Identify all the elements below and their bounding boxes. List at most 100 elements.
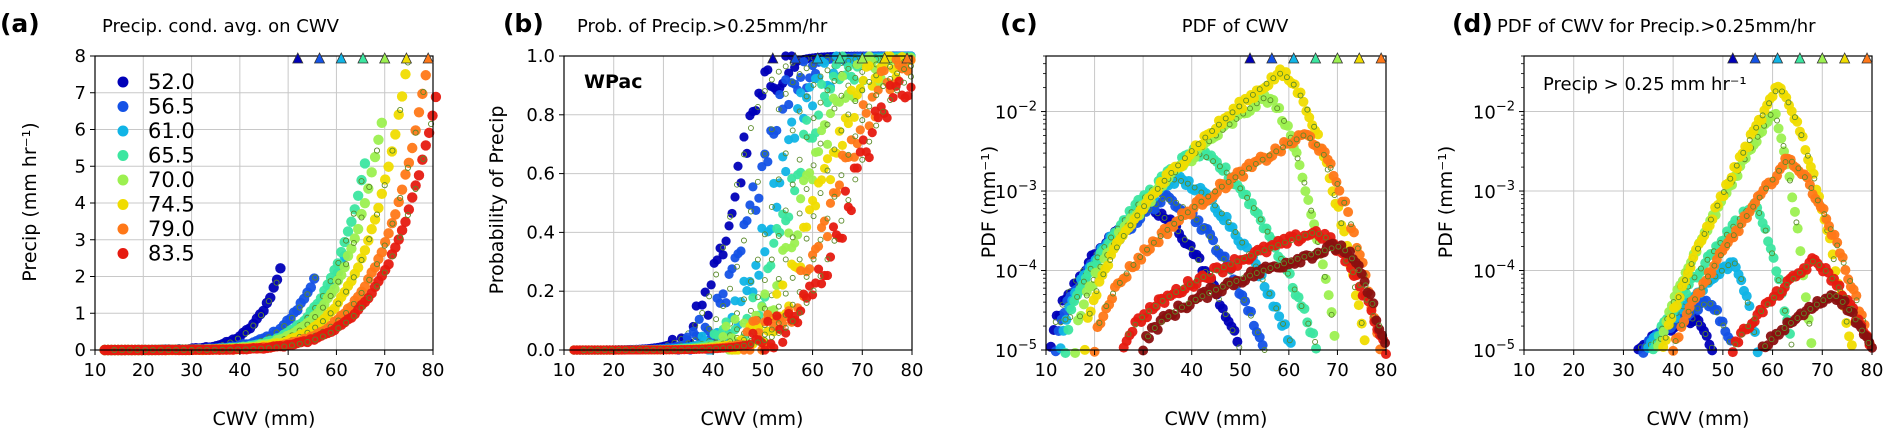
data-point-open xyxy=(741,151,747,158)
data-point-open xyxy=(768,334,775,340)
panel-c-letter: (c) xyxy=(1000,9,1038,38)
cwv-marker-triangle xyxy=(1266,52,1278,64)
data-point-open xyxy=(692,346,699,353)
data-point xyxy=(423,127,435,139)
data-point-open xyxy=(1236,103,1243,110)
data-point-open xyxy=(1733,162,1740,169)
panel-b-grid xyxy=(563,55,913,351)
data-point-open xyxy=(1257,216,1264,223)
data-point-open xyxy=(1256,86,1263,93)
data-point xyxy=(1851,290,1862,301)
data-point xyxy=(846,205,856,216)
data-point xyxy=(1294,160,1305,171)
data-point xyxy=(1325,158,1336,169)
data-point-open xyxy=(1311,123,1318,130)
data-point-open xyxy=(1074,293,1081,300)
panel-b-annotation: WPac xyxy=(584,71,642,93)
cwv-marker-triangle xyxy=(335,52,347,64)
data-point-open xyxy=(1737,222,1744,229)
data-point xyxy=(903,91,913,101)
data-point-open xyxy=(1829,275,1836,282)
data-point-open xyxy=(838,172,845,179)
data-point-open xyxy=(381,242,388,249)
data-point xyxy=(1727,347,1738,358)
data-point-open xyxy=(1804,152,1811,159)
data-point-open xyxy=(789,79,796,86)
data-point xyxy=(775,227,785,238)
data-point-open xyxy=(304,338,311,345)
data-point xyxy=(766,260,776,271)
data-point-open xyxy=(1304,106,1311,113)
data-point-open xyxy=(761,331,768,338)
data-point-open xyxy=(706,325,713,332)
data-point-open xyxy=(1281,117,1287,124)
data-point-open xyxy=(1769,176,1776,183)
data-point xyxy=(787,117,797,127)
data-point xyxy=(784,228,794,238)
data-point xyxy=(718,289,728,299)
data-point-open xyxy=(1301,253,1308,260)
data-point-open xyxy=(1776,167,1782,174)
data-point xyxy=(837,71,848,82)
data-point-open xyxy=(1768,336,1775,343)
y-tick-label: 10−4 xyxy=(995,259,1037,283)
data-point-open xyxy=(343,237,350,244)
data-point-open xyxy=(1173,199,1180,206)
data-point-open xyxy=(1080,278,1087,285)
data-point xyxy=(843,62,853,72)
data-point xyxy=(825,252,836,262)
data-point-open xyxy=(1249,91,1256,98)
data-point-open xyxy=(1759,112,1766,119)
data-point xyxy=(396,184,408,195)
data-point xyxy=(342,226,354,237)
data-point xyxy=(834,180,845,190)
data-point-open xyxy=(404,164,411,171)
data-point-open xyxy=(1312,338,1319,345)
data-point-open xyxy=(389,220,396,227)
data-point-open xyxy=(1161,177,1168,184)
data-point xyxy=(1329,330,1340,341)
data-point-open xyxy=(852,176,859,183)
data-point-open xyxy=(789,301,796,308)
data-point-open xyxy=(1308,207,1315,214)
data-point xyxy=(1261,223,1272,234)
data-point-open xyxy=(1309,229,1316,236)
data-point xyxy=(305,282,317,293)
data-point-open xyxy=(1725,262,1732,269)
data-point-open xyxy=(373,261,381,268)
data-point-open xyxy=(350,274,357,281)
y-tick-label: 1.0 xyxy=(526,46,555,67)
data-point-open xyxy=(1107,257,1114,263)
data-point-open xyxy=(1354,245,1361,252)
data-point-open xyxy=(1820,297,1827,304)
data-point-open xyxy=(789,234,796,241)
x-tick-label: 30 xyxy=(1132,360,1155,381)
data-point xyxy=(1220,162,1231,173)
data-point-open xyxy=(1788,341,1795,348)
data-point xyxy=(1193,215,1204,226)
data-point xyxy=(359,245,371,256)
panel-c-data xyxy=(1045,64,1391,359)
data-point-open xyxy=(782,150,789,157)
data-point-open xyxy=(782,290,789,297)
data-point xyxy=(1823,221,1834,232)
data-point-open xyxy=(1077,313,1083,320)
data-point-open xyxy=(817,273,824,280)
data-point xyxy=(736,246,746,256)
data-point xyxy=(369,151,381,163)
data-point-open xyxy=(768,326,775,333)
data-point-open xyxy=(343,288,350,295)
data-point xyxy=(816,175,827,185)
data-point xyxy=(858,100,868,110)
data-point-open xyxy=(754,103,761,110)
y-tick-label: 5 xyxy=(75,156,86,177)
data-point-open xyxy=(1150,239,1157,246)
data-point xyxy=(790,186,800,196)
panel-a-letter: (a) xyxy=(0,9,40,38)
data-point-open xyxy=(373,283,381,290)
data-point-open xyxy=(1766,100,1773,107)
data-point-open xyxy=(747,341,754,348)
data-point-open xyxy=(319,333,326,340)
data-point-open xyxy=(1720,322,1727,329)
data-point-open xyxy=(312,336,319,343)
